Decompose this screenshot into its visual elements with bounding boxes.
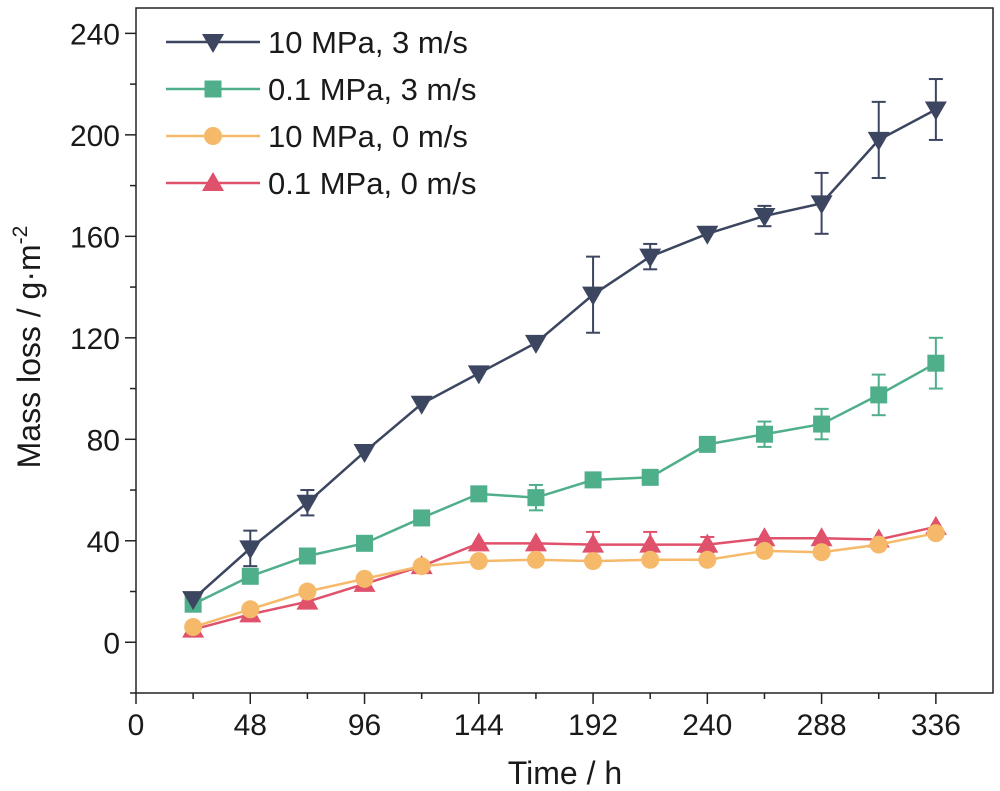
legend-item-4: 0.1 MPa, 0 m/s <box>166 166 476 201</box>
x-tick-label: 96 <box>348 709 381 742</box>
data-point <box>755 541 774 560</box>
legend-marker <box>204 80 222 98</box>
y-tick-label: 40 <box>87 526 120 559</box>
data-point <box>584 471 602 489</box>
data-point <box>696 225 719 245</box>
x-tick-label: 336 <box>911 709 961 742</box>
data-point <box>641 550 660 569</box>
y-axis: 0 40 80 120 160 200 240 <box>70 18 136 694</box>
data-point <box>698 435 716 453</box>
data-point <box>470 485 488 503</box>
legend-label: 0.1 MPa, 3 m/s <box>268 72 476 107</box>
series-1 <box>182 78 947 611</box>
data-point <box>241 567 259 585</box>
y-axis-title-superscript: -2 <box>9 226 32 245</box>
data-point <box>584 552 603 571</box>
data-point <box>298 582 317 601</box>
legend-marker <box>202 172 224 191</box>
data-point <box>870 386 888 404</box>
data-point <box>527 489 545 507</box>
x-tick-label: 288 <box>797 709 847 742</box>
x-axis-title: Time / h <box>508 755 622 791</box>
data-point <box>410 395 433 415</box>
x-tick-label: 48 <box>234 709 267 742</box>
data-point <box>810 195 833 215</box>
legend-item-1: 10 MPa, 3 m/s <box>166 25 468 60</box>
data-point <box>582 286 605 306</box>
data-point <box>356 534 374 552</box>
data-point <box>239 540 262 560</box>
x-axis: 0 48 96 144 192 240 288 336 <box>128 693 961 742</box>
data-point <box>869 535 888 554</box>
y-axis-title: Mass loss / g·m-2 <box>9 226 47 469</box>
data-point <box>753 208 776 228</box>
data-point <box>182 591 205 611</box>
data-point <box>298 547 316 565</box>
series-line <box>192 108 937 601</box>
y-tick-label: 120 <box>70 323 120 356</box>
legend-marker <box>204 127 222 145</box>
y-tick-label: 80 <box>87 424 120 457</box>
data-point <box>582 533 605 553</box>
y-tick-label: 240 <box>70 18 120 51</box>
x-tick-label: 0 <box>128 709 145 742</box>
x-tick-label: 144 <box>454 709 504 742</box>
series-4 <box>182 515 947 638</box>
legend-marker <box>202 34 224 53</box>
series-line <box>192 525 937 631</box>
data-point <box>353 443 376 463</box>
legend-label: 10 MPa, 3 m/s <box>268 25 468 60</box>
legend-label: 0.1 MPa, 0 m/s <box>268 166 476 201</box>
legend-label: 10 MPa, 0 m/s <box>268 119 468 154</box>
series-layer <box>182 78 947 638</box>
data-point <box>526 550 545 569</box>
data-point <box>696 533 719 553</box>
data-point <box>641 468 659 486</box>
legend: 10 MPa, 3 m/s 0.1 MPa, 3 m/s 10 MPa, 0 m/s… <box>166 25 476 201</box>
data-point <box>867 131 890 151</box>
data-point <box>412 557 431 576</box>
data-point <box>467 365 490 385</box>
legend-item-3: 10 MPa, 0 m/s <box>166 119 468 154</box>
data-point <box>813 415 831 433</box>
data-point <box>524 334 547 354</box>
y-axis-title-main: Mass loss / g·m <box>11 244 47 468</box>
data-point <box>413 509 431 527</box>
legend-item-2: 0.1 MPa, 3 m/s <box>166 72 476 107</box>
data-point <box>927 354 945 372</box>
x-tick-label: 240 <box>682 709 732 742</box>
data-point <box>755 425 773 443</box>
y-tick-label: 160 <box>70 221 120 254</box>
data-point <box>924 101 947 121</box>
series-2 <box>184 336 945 613</box>
data-point <box>524 532 547 552</box>
data-point <box>812 543 831 562</box>
data-point <box>296 494 319 514</box>
data-point <box>469 552 488 571</box>
plot-frame <box>135 7 994 694</box>
data-point <box>639 248 662 268</box>
data-point <box>698 550 717 569</box>
data-point <box>241 600 260 619</box>
series-line <box>192 362 937 606</box>
data-point <box>184 618 203 637</box>
data-point <box>467 532 490 552</box>
series-line <box>192 531 937 629</box>
y-tick-label: 0 <box>103 627 120 660</box>
plot-border <box>135 7 994 694</box>
y-tick-label: 200 <box>70 120 120 153</box>
data-point <box>639 533 662 553</box>
x-tick-label: 192 <box>568 709 618 742</box>
series-3 <box>184 524 945 637</box>
data-point <box>753 527 776 547</box>
data-point <box>926 524 945 543</box>
data-point <box>810 527 833 547</box>
data-point <box>355 569 374 588</box>
